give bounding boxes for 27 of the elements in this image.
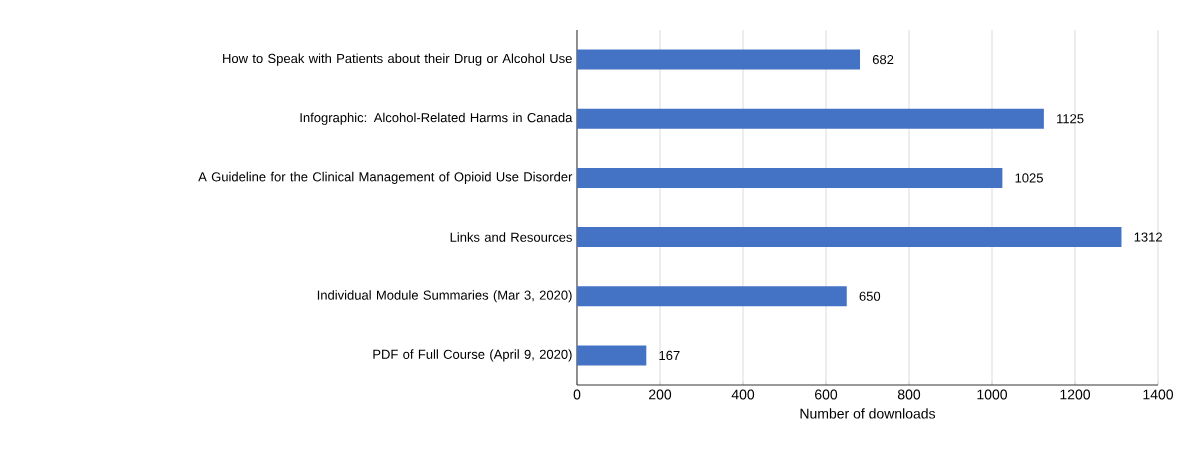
bar [577,167,1003,188]
y-tick-label: Individual Module Summaries (Mar 3, 2020) [317,290,572,303]
x-tick-label: 1200 [1060,389,1091,400]
bar [577,108,1044,129]
y-tick-label: Infographic: Alcohol-Related Harms in Canada [300,112,573,125]
x-tick-label: 1000 [977,389,1008,400]
x-tick-label: 800 [897,389,921,400]
data-label: 650 [859,291,881,301]
x-tick-label: 1400 [1143,389,1174,400]
y-tick-label: A Guideline for the Clinical Management of Opioid Use Disorder [198,171,573,184]
data-label: 1125 [1057,114,1084,124]
y-tick-label: Links and Resources [450,232,572,242]
y-tick-label: How to Speak with Patients about their Drug or Alcohol Use [223,53,572,66]
bar [577,345,647,366]
y-tick-label: PDF of Full Course (April 9, 2020) [373,349,572,362]
x-tick-label: 600 [815,389,838,400]
x-tick-label: 400 [731,389,755,400]
x-tick-label: 0 [573,389,581,400]
bar [577,227,1122,248]
x-axis-title: Number of downloads [800,408,936,419]
bar [577,49,861,70]
x-tick-label: 200 [649,389,672,400]
data-label: 1312 [1134,232,1162,242]
bar [577,286,847,307]
data-label: 682 [872,54,894,65]
data-label: 167 [659,350,680,361]
data-label: 1025 [1015,173,1043,183]
